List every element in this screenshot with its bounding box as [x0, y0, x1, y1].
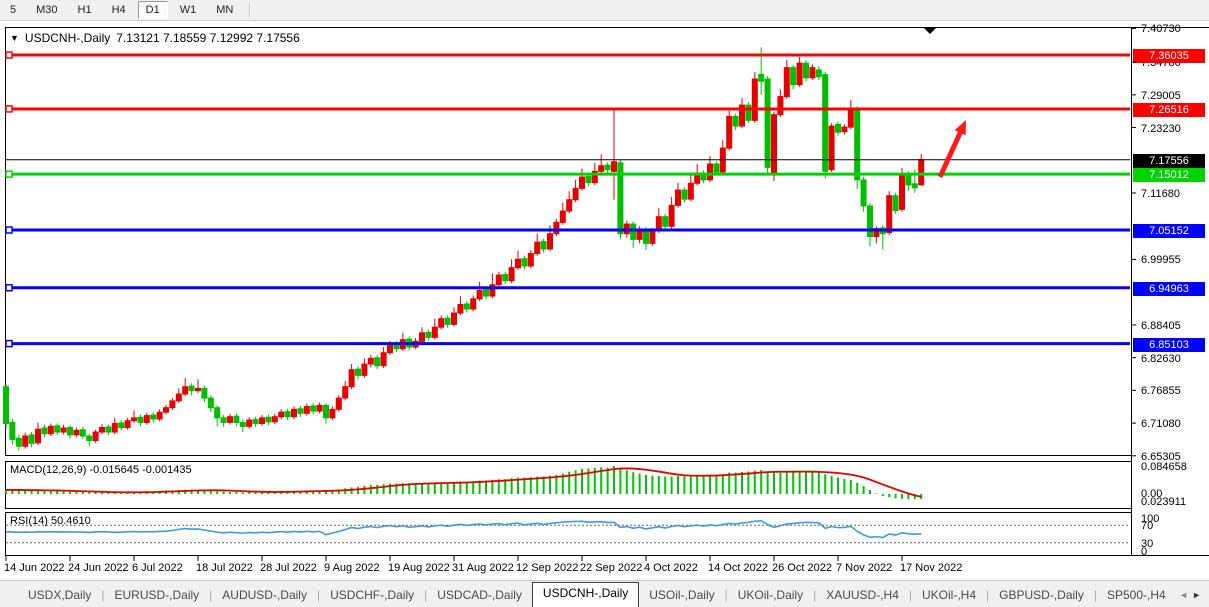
price-axis: 7.40730 7.34780 7.29005 7.23230 7.11680 6.999…	[1131, 23, 1209, 558]
chart-dropdown-caret-icon[interactable]: ▼	[10, 33, 19, 43]
date-tick-label: 6 Jul 2022	[132, 562, 183, 574]
price-level-badge: 7.26516	[1133, 102, 1205, 117]
date-tick-label: 18 Jul 2022	[196, 562, 253, 574]
chart-tab-usdcnh-daily[interactable]: USDCNH-,Daily	[531, 582, 640, 607]
price-tick-label: 6.76855	[1141, 385, 1181, 398]
timeframe-button-5[interactable]: 5	[10, 4, 17, 16]
date-tick-label: 19 Aug 2022	[388, 562, 450, 574]
date-tick-label: 28 Jul 2022	[260, 562, 317, 574]
chart-tab-bar: USDX,Daily | EURUSD-,Daily | AUDUSD-,Daily | U…	[0, 580, 1209, 607]
timeframe-toolbar: 5 M30 H1 H4 D1 W1 MN	[0, 0, 1209, 21]
macd-label: MACD(12,26,9) -0.015645 -0.001435	[10, 464, 192, 476]
price-tick-label: 6.65305	[1141, 450, 1181, 463]
chart-tab-ukoil-h4[interactable]: UKOil-,H4	[922, 588, 977, 602]
tab-separator: |	[209, 588, 213, 602]
chart-symbol-label: USDCNH-,Daily	[24, 31, 111, 45]
chart-tab-gbpusd-daily[interactable]: GBPUSD-,Daily	[999, 588, 1084, 602]
price-tick-label: 7.11680	[1141, 188, 1180, 200]
timeframe-button-MN[interactable]: MN	[216, 4, 234, 16]
chart-tab-usdchf-daily[interactable]: USDCHF-,Daily	[330, 588, 415, 602]
date-tick-label: 31 Aug 2022	[452, 562, 514, 574]
price-tick-label: 6.88405	[1141, 319, 1181, 332]
tab-scroll-arrows: ◄►	[1179, 590, 1205, 600]
price-level-badge: 6.94963	[1133, 281, 1205, 296]
chart-tab-eurusd-daily[interactable]: EURUSD-,Daily	[114, 588, 200, 602]
date-tick-label: 14 Oct 2022	[708, 562, 768, 574]
date-tick-label: 9 Aug 2022	[324, 562, 380, 574]
price-tick-label: 6.71080	[1141, 418, 1181, 431]
date-tick-label: 7 Nov 2022	[836, 562, 893, 574]
price-tick-label: 7.29005	[1141, 89, 1181, 102]
rsi-label: RSI(14) 50.4610	[10, 515, 91, 527]
tab-separator: |	[424, 588, 428, 602]
price-level-badge: 7.05152	[1133, 224, 1205, 238]
tab-separator: |	[813, 588, 817, 602]
rsi-indicator-panel[interactable]	[5, 512, 1132, 556]
price-level-badge: 7.17556	[1133, 153, 1205, 168]
chart-tab-usdcad-daily[interactable]: USDCAD-,Daily	[437, 588, 522, 602]
price-tick-label: 7.40730	[1141, 23, 1181, 36]
date-tick-label: 12 Sep 2022	[516, 562, 579, 574]
timeframe-button-H1[interactable]: H1	[77, 4, 92, 16]
date-tick-label: 17 Nov 2022	[900, 562, 963, 574]
chart-title: ▼ USDCNH-,Daily 7.13121 7.18559 7.12992 …	[10, 31, 300, 45]
tab-separator: |	[908, 588, 913, 602]
price-tick-label: 7.23230	[1141, 122, 1181, 135]
price-tick-label: 6.99955	[1141, 254, 1181, 267]
date-tick-label: 26 Oct 2022	[772, 562, 832, 574]
chart-tab-audusd-daily[interactable]: AUDUSD-,Daily	[222, 588, 307, 602]
tab-separator: |	[316, 588, 321, 602]
timeframe-button-M30[interactable]: M30	[36, 4, 58, 16]
rsi-axis-label: 30	[1141, 537, 1154, 550]
tab-scroll-right-icon[interactable]: ►	[1192, 590, 1205, 600]
timeframe-button-H4[interactable]: H4	[111, 4, 126, 16]
chart-tab-xauusd-h4[interactable]: XAUUSD-,H4	[826, 588, 899, 602]
price-level-badge: 7.36035	[1133, 49, 1205, 63]
chart-tab-sp500-h4[interactable]: SP500-,H4	[1106, 588, 1166, 602]
macd-axis-label: 0.084658	[1141, 461, 1187, 473]
date-tick-label: 14 Jun 2022	[4, 562, 65, 574]
date-tick-label: 4 Oct 2022	[644, 562, 698, 574]
tab-scroll-left-icon[interactable]: ◄	[1179, 590, 1193, 600]
date-tick-label: 24 Jun 2022	[68, 562, 129, 574]
chart-tab-usoil-daily[interactable]: USOil-,Daily	[649, 588, 715, 602]
macd-axis-label: 0.00	[1141, 488, 1163, 500]
price-tick-label: 6.82630	[1141, 352, 1181, 365]
macd-axis-label: 0.023911	[1141, 496, 1187, 508]
price-level-badge: 7.15012	[1133, 168, 1205, 183]
date-tick-label: 22 Sep 2022	[580, 562, 643, 574]
time-axis: 14 Jun 2022 24 Jun 2022 6 Jul 2022 18 Jul 2…	[0, 557, 1209, 579]
timeframe-button-D1[interactable]: D1	[137, 1, 168, 19]
rsi-axis-label: 0	[1141, 546, 1148, 558]
timeframe-button-W1[interactable]: W1	[179, 4, 197, 16]
price-level-badge: 6.85103	[1133, 337, 1205, 352]
toolbar-separator	[249, 3, 252, 17]
tab-separator: |	[1093, 588, 1097, 602]
tab-separator: |	[724, 588, 728, 602]
rsi-axis-label: 70	[1141, 520, 1154, 533]
price-chart-panel[interactable]	[5, 27, 1132, 456]
tab-separator: |	[986, 588, 990, 602]
chart-tab-usdx-daily[interactable]: USDX,Daily	[28, 588, 92, 602]
chart-tab-ukoil-daily[interactable]: UKOil-,Daily	[737, 588, 804, 602]
rsi-axis-label: 100	[1141, 513, 1160, 525]
chart-ohlc-values: 7.13121 7.18559 7.12992 7.17556	[116, 31, 300, 45]
tab-separator: |	[101, 588, 105, 602]
